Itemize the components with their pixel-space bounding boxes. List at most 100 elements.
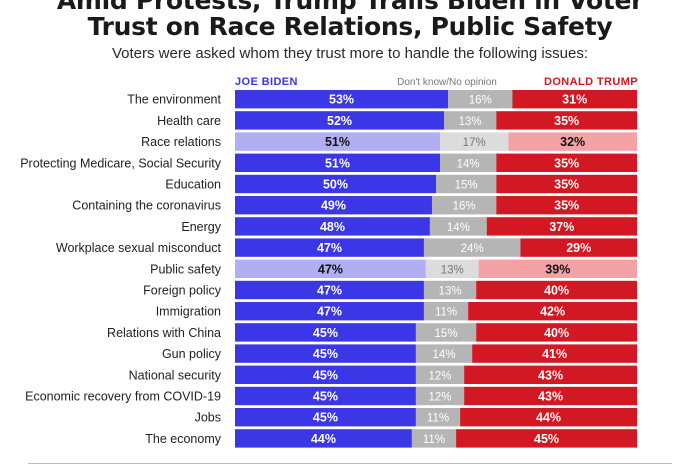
bar-biden-the-economy [235,429,412,448]
value-label-biden-gun-policy: 45% [313,347,338,361]
category-label-energy: Energy [181,220,221,234]
bar-dont-know-economic-recovery-from-covid-19 [415,386,465,406]
value-label-biden-protecting-medicare-social-security: 51% [325,156,350,170]
bar-trump-health-care [496,111,637,130]
category-label-the-environment: The environment [127,93,221,107]
chart-subtitle: Voters were asked whom they trust more t… [111,45,589,62]
category-label-foreign-policy: Foreign policy [143,284,222,298]
bottom-divider [28,463,672,464]
value-label-trump-workplace-sexual-misconduct: 29% [566,241,591,255]
bar-dont-know-the-economy [411,429,457,448]
bar-biden-energy [235,217,430,236]
bar-biden-foreign-policy [235,280,424,300]
bar-trump-immigration [468,302,637,321]
bar-dont-know-foreign-policy [423,280,477,300]
bar-dont-know-health-care [444,111,497,130]
bar-biden-economic-recovery-from-covid-19 [235,386,416,406]
value-label-trump-foreign-policy: 40% [544,284,569,298]
bar-trump-education [496,174,637,194]
bar-trump-race-relations [508,132,637,151]
value-label-dont-know-race-relations: 17% [463,137,486,149]
bar-biden-national-security [235,365,416,384]
bar-biden-jobs [235,408,416,427]
bar-dont-know-immigration [423,302,469,321]
value-label-biden-race-relations: 51% [325,135,350,149]
value-label-dont-know-immigration: 11% [435,307,457,319]
bar-trump-relations-with-china [476,323,637,342]
value-label-trump-protecting-medicare-social-security: 35% [554,156,579,170]
legend-trump: DONALD TRUMP [543,76,638,88]
value-label-biden-public-safety: 47% [318,262,343,276]
category-label-race-relations: Race relations [141,135,221,149]
value-label-biden-jobs: 45% [313,411,338,425]
bar-trump-national-security [464,365,637,384]
category-label-relations-with-china: Relations with China [107,326,221,340]
value-label-dont-know-education: 15% [455,180,478,192]
category-label-immigration: Immigration [156,305,221,319]
bar-biden-relations-with-china [235,323,416,342]
bar-biden-race-relations [235,132,441,151]
value-label-trump-national-security: 43% [538,368,563,382]
value-label-biden-the-economy: 44% [311,432,336,446]
value-label-trump-economic-recovery-from-covid-19: 43% [538,390,563,404]
value-label-dont-know-gun-policy: 14% [433,349,456,361]
bar-trump-public-safety [478,259,637,278]
value-label-biden-economic-recovery-from-covid-19: 45% [313,390,338,404]
value-label-dont-know-economic-recovery-from-covid-19: 12% [429,392,452,404]
bar-trump-containing-the-coronavirus [496,196,637,215]
bar-dont-know-energy [429,217,487,236]
bar-dont-know-relations-with-china [415,323,477,342]
chart-title-line1: Amid Protests, Trump Trails Biden in Vot… [56,0,644,15]
bar-trump-economic-recovery-from-covid-19 [464,386,637,406]
value-label-dont-know-relations-with-china: 15% [435,328,458,340]
value-label-trump-energy: 37% [549,220,574,234]
value-label-dont-know-the-environment: 16% [469,95,492,107]
bar-biden-health-care [235,111,445,130]
bar-trump-protecting-medicare-social-security [496,153,637,172]
value-label-biden-the-environment: 53% [329,93,354,107]
value-label-dont-know-the-economy: 11% [423,434,445,446]
bar-biden-public-safety [235,259,426,278]
bar-biden-education [235,174,436,194]
legend-dont-know: Don't know/No opinion [397,77,497,88]
value-label-dont-know-public-safety: 13% [441,264,464,276]
bar-trump-foreign-policy [476,280,637,300]
value-label-trump-the-economy: 45% [534,432,559,446]
value-label-dont-know-health-care: 13% [459,116,482,128]
category-label-containing-the-coronavirus: Containing the coronavirus [72,199,221,213]
value-label-biden-national-security: 45% [313,368,338,382]
bar-trump-jobs [460,408,637,427]
bar-trump-gun-policy [472,344,637,363]
bar-biden-workplace-sexual-misconduct [235,238,424,257]
value-label-dont-know-foreign-policy: 13% [439,286,462,298]
value-label-biden-foreign-policy: 47% [317,284,342,298]
value-label-biden-containing-the-coronavirus: 49% [321,199,346,213]
value-label-dont-know-protecting-medicare-social-security: 14% [457,158,480,170]
category-label-workplace-sexual-misconduct: Workplace sexual misconduct [56,241,222,255]
bar-dont-know-public-safety [425,259,479,278]
bar-dont-know-protecting-medicare-social-security [440,153,497,172]
category-label-national-security: National security [129,368,222,382]
bar-biden-the-environment [235,90,449,109]
category-label-health-care: Health care [157,114,221,128]
value-label-trump-relations-with-china: 40% [544,326,569,340]
category-label-protecting-medicare-social-security: Protecting Medicare, Social Security [20,156,222,170]
bar-biden-gun-policy [235,344,416,363]
bar-dont-know-jobs [415,408,461,427]
bar-biden-containing-the-coronavirus [235,196,432,215]
value-label-trump-public-safety: 39% [545,262,570,276]
value-label-dont-know-national-security: 12% [429,370,452,382]
bar-biden-protecting-medicare-social-security [235,153,441,172]
value-label-trump-gun-policy: 41% [542,347,567,361]
bar-dont-know-containing-the-coronavirus [431,196,497,215]
category-label-gun-policy: Gun policy [162,347,222,361]
category-label-education: Education [165,178,221,192]
category-label-the-economy: The economy [145,432,221,446]
bar-dont-know-workplace-sexual-misconduct [423,238,521,257]
category-label-jobs: Jobs [195,411,221,425]
category-label-economic-recovery-from-covid-19: Economic recovery from COVID-19 [25,390,221,404]
value-label-trump-education: 35% [554,178,579,192]
value-label-biden-energy: 48% [320,220,345,234]
value-label-biden-health-care: 52% [327,114,352,128]
